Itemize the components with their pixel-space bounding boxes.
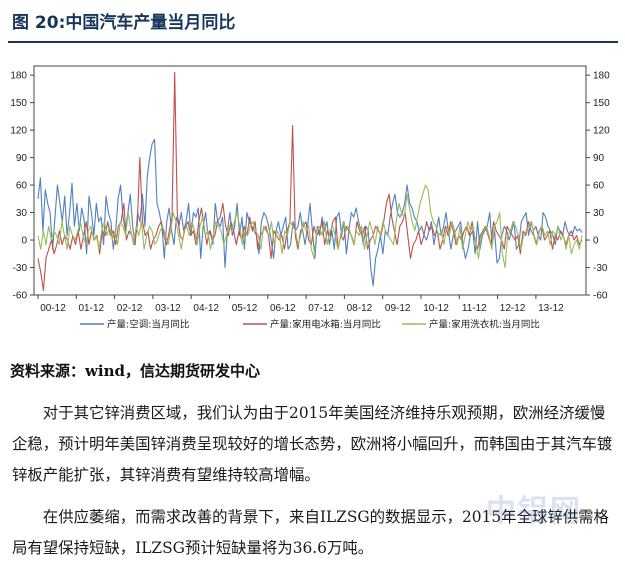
y-tick-label-right: 120: [593, 126, 610, 137]
series-lines: [37, 71, 583, 291]
y-tick-label-right: 180: [593, 71, 610, 82]
source-note: 资料来源：wind，信达期货研发中心: [10, 362, 261, 380]
x-tick-label: 00-12: [40, 303, 66, 314]
x-tick-label: 09-12: [385, 303, 411, 314]
paragraph-1: 对于其它锌消费区域，我们认为由于2015年美国经济维持乐观预期，欧洲经济缓慢企稳…: [12, 404, 613, 484]
x-tick-label: 02-12: [117, 303, 143, 314]
x-tick-label: 08-12: [347, 303, 373, 314]
y-tick-label-left: 30: [16, 208, 28, 219]
x-tick-label: 05-12: [232, 303, 258, 314]
legend-label-2: 产量:家用电冰箱:当月同比: [270, 319, 381, 331]
x-tick-label: 10-12: [423, 303, 449, 314]
legend-label-1: 产量:空调:当月同比: [107, 319, 189, 331]
y-tick-label-right: 60: [593, 181, 605, 192]
x-tick-label: 03-12: [155, 303, 181, 314]
y-tick-label-right: 90: [593, 153, 605, 164]
y-tick-label-right: 150: [593, 98, 610, 109]
y-tick-label-left: 180: [10, 71, 27, 82]
x-tick-label: 13-12: [538, 303, 564, 314]
paragraph-2: 在供应萎缩，而需求改善的背景下，来自ILZSG的数据显示，2015年全球锌供需格…: [12, 508, 609, 557]
series-line-3: [37, 184, 583, 269]
y-tick-label-left: 0: [21, 236, 27, 247]
title-divider: [8, 41, 618, 43]
legend-label-3: 产量:家用洗衣机:当月同比: [429, 319, 540, 331]
y-tick-label-left: 60: [16, 181, 28, 192]
y-axis-right: 180 150 120 90 60 30 0 -30 -60: [586, 71, 610, 302]
watermark-logo: 中铝网: [486, 494, 582, 529]
x-tick-label: 12-12: [500, 303, 526, 314]
y-tick-label-left: 90: [16, 153, 28, 164]
x-axis: 00-12 01-12 02-12 03-12 04-12 05-12 06-12 07-12…: [37, 295, 564, 314]
x-tick-label: 07-12: [308, 303, 334, 314]
y-tick-label-left: -60: [13, 291, 28, 302]
y-tick-label-right: -30: [593, 263, 608, 274]
y-tick-label-left: 120: [10, 126, 27, 137]
figure-title: 图 20:中国汽车产量当月同比: [12, 13, 236, 33]
y-tick-label-right: 30: [593, 208, 605, 219]
series-line-1: [37, 138, 583, 287]
y-tick-label-left: 150: [10, 98, 27, 109]
x-tick-label: 06-12: [270, 303, 296, 314]
y-tick-label-left: -30: [13, 263, 28, 274]
x-tick-label: 01-12: [79, 303, 105, 314]
chart-legend: 产量:空调:当月同比 产量:家用电冰箱:当月同比 产量:家用洗衣机:当月同比: [80, 319, 540, 331]
y-tick-label-right: 0: [593, 236, 599, 247]
y-tick-label-right: -60: [593, 291, 608, 302]
line-chart: 180 150 120 90 60 30 0 -30 -60 180 150 120 90 60 30 0 -…: [10, 65, 610, 331]
plot-frame: [33, 65, 587, 296]
x-tick-label: 04-12: [193, 303, 219, 314]
y-axis-left: 180 150 120 90 60 30 0 -30 -60: [10, 71, 34, 302]
x-tick-label: 11-12: [462, 303, 487, 314]
